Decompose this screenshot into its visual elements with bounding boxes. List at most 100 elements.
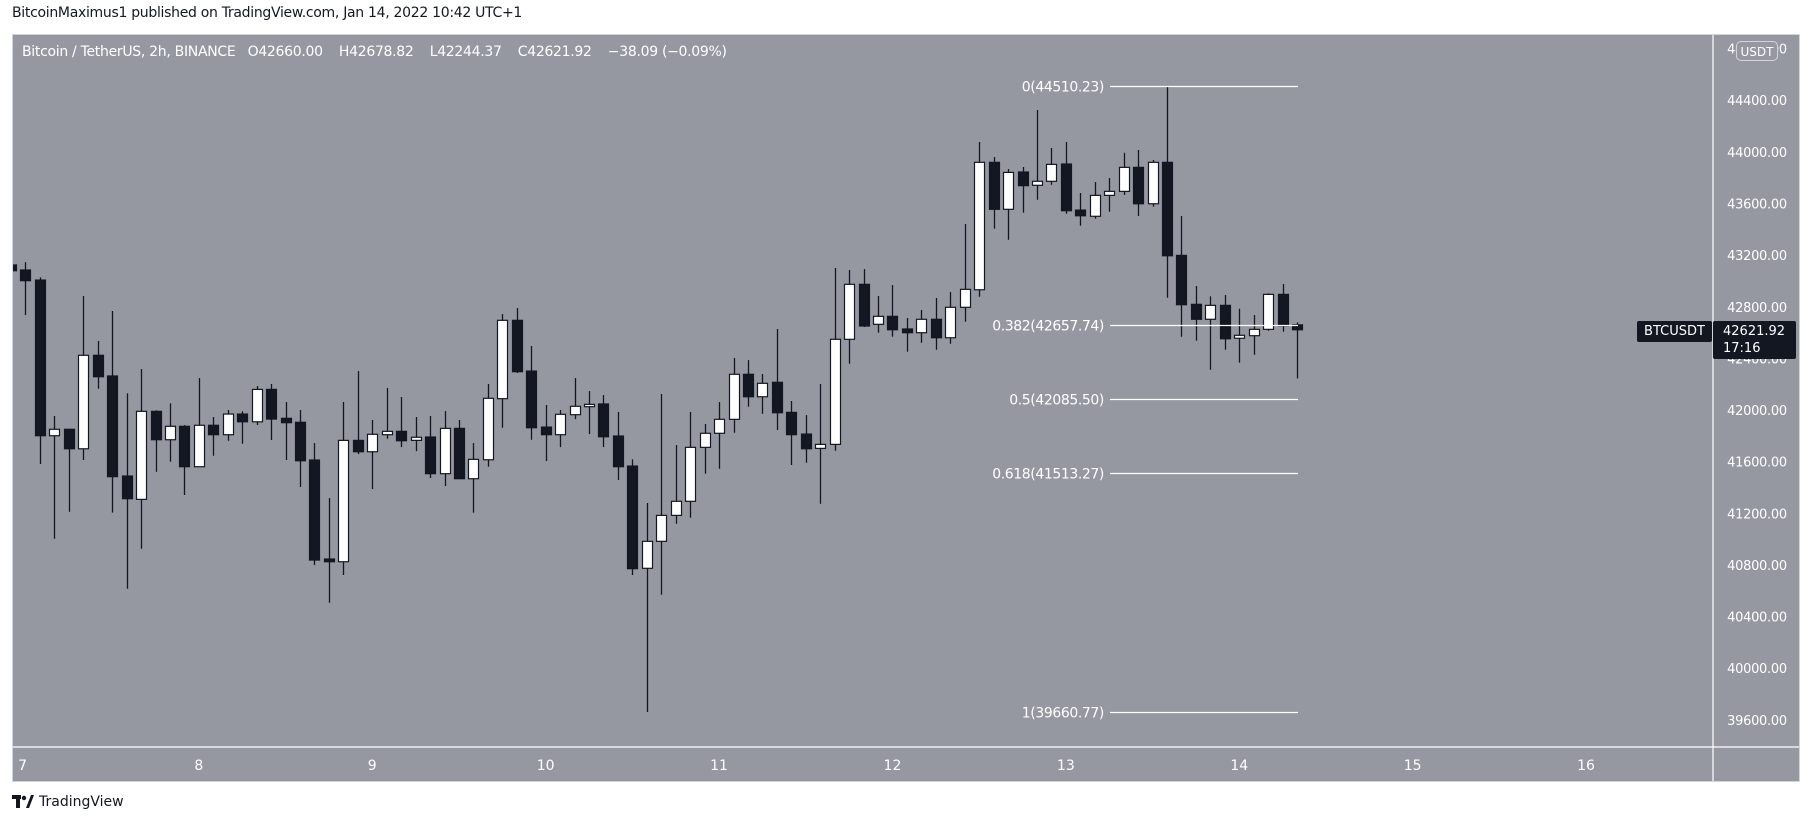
candle (699, 423, 712, 474)
candle (92, 340, 105, 389)
candle (1060, 142, 1073, 214)
candle (858, 269, 871, 328)
candle (135, 368, 148, 549)
candle (1132, 150, 1145, 217)
candle (19, 262, 32, 316)
price-axis[interactable]: 44800.0044400.0044000.0043600.0043200.00… (1727, 43, 1787, 729)
candle (901, 318, 914, 352)
candle (944, 292, 957, 344)
candle (829, 268, 842, 451)
candle (1045, 147, 1058, 185)
candle (164, 403, 177, 462)
time-tick-label: 11 (710, 758, 728, 774)
time-tick-label: 8 (194, 758, 203, 774)
candle (280, 402, 293, 461)
candle (121, 393, 134, 589)
candle (1002, 169, 1015, 240)
legend-low: L42244.37 (430, 44, 508, 60)
candle (930, 297, 943, 350)
candle (1219, 295, 1232, 350)
time-tick-label: 16 (1577, 758, 1595, 774)
price-tick-label: 43200.00 (1727, 249, 1787, 264)
chart-legend: Bitcoin / TetherUS, 2h, BINANCE O42660.0… (22, 44, 733, 60)
candle (554, 410, 567, 448)
tradingview-logo-icon (12, 795, 34, 808)
close-value: 42621.92 (527, 44, 592, 60)
legend-open: O42660.00 (248, 44, 329, 60)
candle (959, 224, 972, 322)
legend-high: H42678.82 (339, 44, 420, 60)
close-label: C (517, 44, 528, 60)
candle (525, 346, 538, 440)
candle (612, 411, 625, 481)
candle (728, 358, 741, 433)
candle (641, 502, 654, 713)
open-label: O (247, 44, 259, 60)
candle (973, 142, 986, 297)
chart-pane[interactable] (12, 34, 1800, 782)
candle (265, 383, 278, 440)
candle (684, 411, 697, 518)
price-tick-label: 41600.00 (1727, 456, 1787, 471)
candle (294, 410, 307, 487)
candle (34, 277, 47, 465)
time-tick-label: 14 (1230, 758, 1248, 774)
footer-brand[interactable]: TradingView (12, 794, 124, 810)
legend-close: C42621.92 (518, 44, 598, 60)
price-tick-label: 42000.00 (1727, 404, 1787, 419)
symbol-tag: BTCUSDT (1637, 321, 1712, 342)
candle (785, 401, 798, 466)
candle (453, 419, 466, 480)
candle (742, 360, 755, 407)
candle (106, 311, 119, 513)
price-tick-label: 41200.00 (1727, 507, 1787, 522)
candle (1291, 322, 1304, 379)
candle (1175, 216, 1188, 337)
fibonacci-retracement[interactable]: 0(44510.23) 0.382(42657.74) 0.5(42085.50) 0… (992, 80, 1298, 722)
price-tick-label: 44400.00 (1727, 94, 1787, 109)
price-tick-label: 40400.00 (1727, 611, 1787, 626)
candle (511, 308, 524, 373)
symbol-description[interactable]: Bitcoin / TetherUS, 2h, BINANCE (22, 44, 236, 60)
candle (251, 386, 264, 426)
last-price-value: 42621.92 (1723, 324, 1786, 339)
candle (1161, 86, 1174, 298)
candle (395, 397, 408, 448)
candle (410, 417, 423, 452)
candle (843, 269, 856, 364)
time-tick-label: 13 (1057, 758, 1075, 774)
price-tick-label: 40800.00 (1727, 559, 1787, 574)
candle (1262, 293, 1275, 331)
candle (424, 415, 437, 479)
time-axis[interactable]: 7 8 9 10 11 12 13 14 15 16 (18, 758, 1595, 774)
candle (13, 264, 18, 272)
candle (915, 310, 928, 343)
candle (1147, 159, 1160, 207)
high-label: H (338, 44, 350, 60)
candle (1233, 308, 1246, 363)
candle (670, 445, 683, 524)
time-tick-label: 15 (1404, 758, 1422, 774)
candle (366, 419, 379, 490)
last-price-tag: 42621.92 17:16 (1713, 321, 1796, 359)
candle (482, 383, 495, 467)
fib-level-label: 0.5(42085.50) (1009, 393, 1104, 409)
low-label: L (429, 44, 438, 60)
price-tick-label: 44000.00 (1727, 146, 1787, 161)
candle (800, 415, 813, 463)
candle (569, 378, 582, 420)
time-tick-label: 9 (368, 758, 377, 774)
time-tick-label: 12 (884, 758, 902, 774)
currency-badge[interactable]: USDT (1736, 41, 1778, 61)
fib-level-label: 0(44510.23) (1022, 80, 1104, 96)
candle (467, 443, 480, 513)
candle (1190, 285, 1203, 341)
candle (988, 157, 1001, 229)
candle (439, 411, 452, 487)
candle (1248, 315, 1261, 355)
low-value: 42244.37 (437, 44, 502, 60)
candle (756, 374, 769, 414)
candle (1277, 284, 1290, 332)
fib-level-label: 1(39660.77) (1022, 706, 1104, 722)
